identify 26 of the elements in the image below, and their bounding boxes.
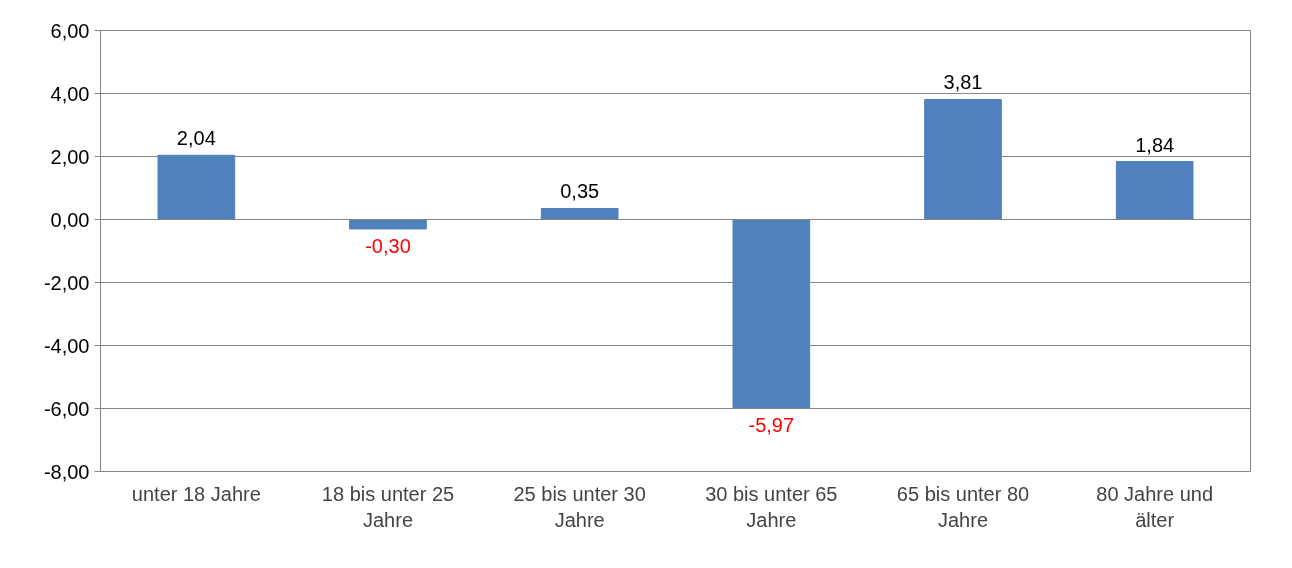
x-tick-label: 30 bis unter 65 Jahre: [705, 482, 838, 531]
data-label: -0,30: [365, 234, 411, 257]
data-label: 3,81: [943, 71, 983, 94]
data-label: 0,35: [560, 180, 600, 203]
y-tick-label: -4,00: [43, 334, 90, 357]
y-tick-label: -2,00: [43, 271, 90, 294]
bar: [349, 219, 427, 230]
y-tick-label: -6,00: [43, 397, 90, 420]
data-label: -5,97: [748, 413, 795, 436]
x-tick-label: 25 bis unter 30 Jahre: [513, 482, 646, 531]
bar: [924, 98, 1002, 220]
x-tick-label: 18 bis unter 25 Jahre: [321, 482, 455, 531]
data-label: 2,04: [176, 127, 216, 150]
y-tick-label: -8,00: [43, 460, 90, 483]
y-tick-label: 6,00: [50, 19, 90, 42]
x-tick-label: 80 Jahre und älter: [1096, 482, 1214, 531]
y-tick-label: 2,00: [50, 145, 90, 168]
bar: [157, 154, 236, 220]
bar: [540, 207, 619, 220]
bar: [1115, 161, 1194, 220]
data-label: 1,84: [1135, 133, 1175, 156]
x-tick-label: 65 bis unter 80 Jahre: [896, 482, 1030, 531]
y-tick-label: 0,00: [50, 208, 90, 231]
x-tick-label: unter 18 Jahre: [131, 482, 261, 505]
y-tick-label: 4,00: [50, 82, 90, 105]
bar: [732, 219, 811, 409]
